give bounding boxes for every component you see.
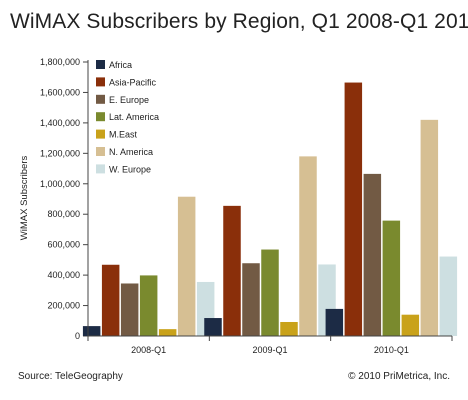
- bar-africa-2010-q1: [325, 308, 344, 336]
- source-note: Source: TeleGeography: [18, 371, 123, 382]
- y-tick-label: 1,200,000: [40, 148, 80, 158]
- legend-swatch: [96, 60, 105, 69]
- legend-swatch: [96, 147, 105, 156]
- bar-asia-pacific-2008-q1: [101, 264, 120, 336]
- axes: [87, 60, 453, 341]
- y-axis-ticks: 0 200,000 400,000 600,000 800,000 1,000,000 1,…: [40, 57, 88, 341]
- y-tick-label: 1,600,000: [40, 87, 80, 97]
- legend-label: Africa: [109, 60, 132, 70]
- category-label: 2008-Q1: [131, 345, 166, 355]
- legend-label: Lat. America: [109, 112, 159, 122]
- bar-w-europe-2010-q1: [439, 256, 458, 336]
- bar-m-east-2008-q1: [158, 329, 177, 336]
- y-axis-title: WiMAX Subscribers: [19, 156, 30, 241]
- bar-e-europe-2008-q1: [120, 283, 139, 336]
- legend-label: E. Europe: [109, 95, 149, 105]
- bar-asia-pacific-2010-q1: [344, 82, 363, 336]
- legend-swatch: [96, 164, 105, 174]
- chart-title: WiMAX Subscribers by Region, Q1 2008-Q1 …: [10, 10, 468, 33]
- y-tick-label: 0: [75, 331, 80, 341]
- bar-asia-pacific-2009-q1: [223, 205, 241, 336]
- legend-swatch: [96, 94, 105, 104]
- y-tick-label: 600,000: [47, 240, 80, 250]
- bars: [82, 82, 458, 336]
- legend-swatch: [96, 77, 105, 87]
- y-tick-label: 1,400,000: [40, 118, 80, 128]
- bar-n-america-2009-q1: [299, 156, 317, 336]
- y-tick-label: 400,000: [47, 270, 80, 280]
- bar-e-europe-2010-q1: [363, 173, 382, 336]
- y-tick-label: 1,000,000: [40, 179, 80, 189]
- category-label: 2010-Q1: [374, 345, 409, 355]
- category-labels: 2008-Q1 2009-Q1 2010-Q1: [131, 345, 409, 355]
- legend-label: N. America: [109, 147, 153, 157]
- legend-label: M.East: [109, 130, 138, 140]
- y-tick-label: 1,800,000: [40, 57, 80, 67]
- bar-lat-america-2008-q1: [139, 275, 158, 336]
- bar-e-europe-2009-q1: [242, 263, 260, 336]
- bar-m-east-2010-q1: [401, 314, 420, 336]
- bar-m-east-2009-q1: [280, 321, 298, 336]
- legend-label: Asia-Pacific: [109, 77, 157, 87]
- y-tick-label: 800,000: [47, 209, 80, 219]
- legend: Africa Asia-Pacific E. Europe Lat. America M…: [96, 60, 159, 174]
- bar-africa-2009-q1: [204, 318, 222, 336]
- y-tick-label: 200,000: [47, 301, 80, 311]
- legend-label: W. Europe: [109, 164, 151, 174]
- bar-africa-2008-q1: [82, 326, 101, 336]
- category-label: 2009-Q1: [252, 345, 287, 355]
- bar-n-america-2010-q1: [420, 119, 439, 336]
- bar-lat-america-2010-q1: [382, 220, 401, 336]
- bar-lat-america-2009-q1: [261, 249, 279, 336]
- legend-swatch: [96, 112, 105, 122]
- legend-swatch: [96, 129, 105, 139]
- copyright-note: © 2010 PriMetrica, Inc.: [348, 371, 450, 382]
- bar-n-america-2008-q1: [177, 196, 196, 336]
